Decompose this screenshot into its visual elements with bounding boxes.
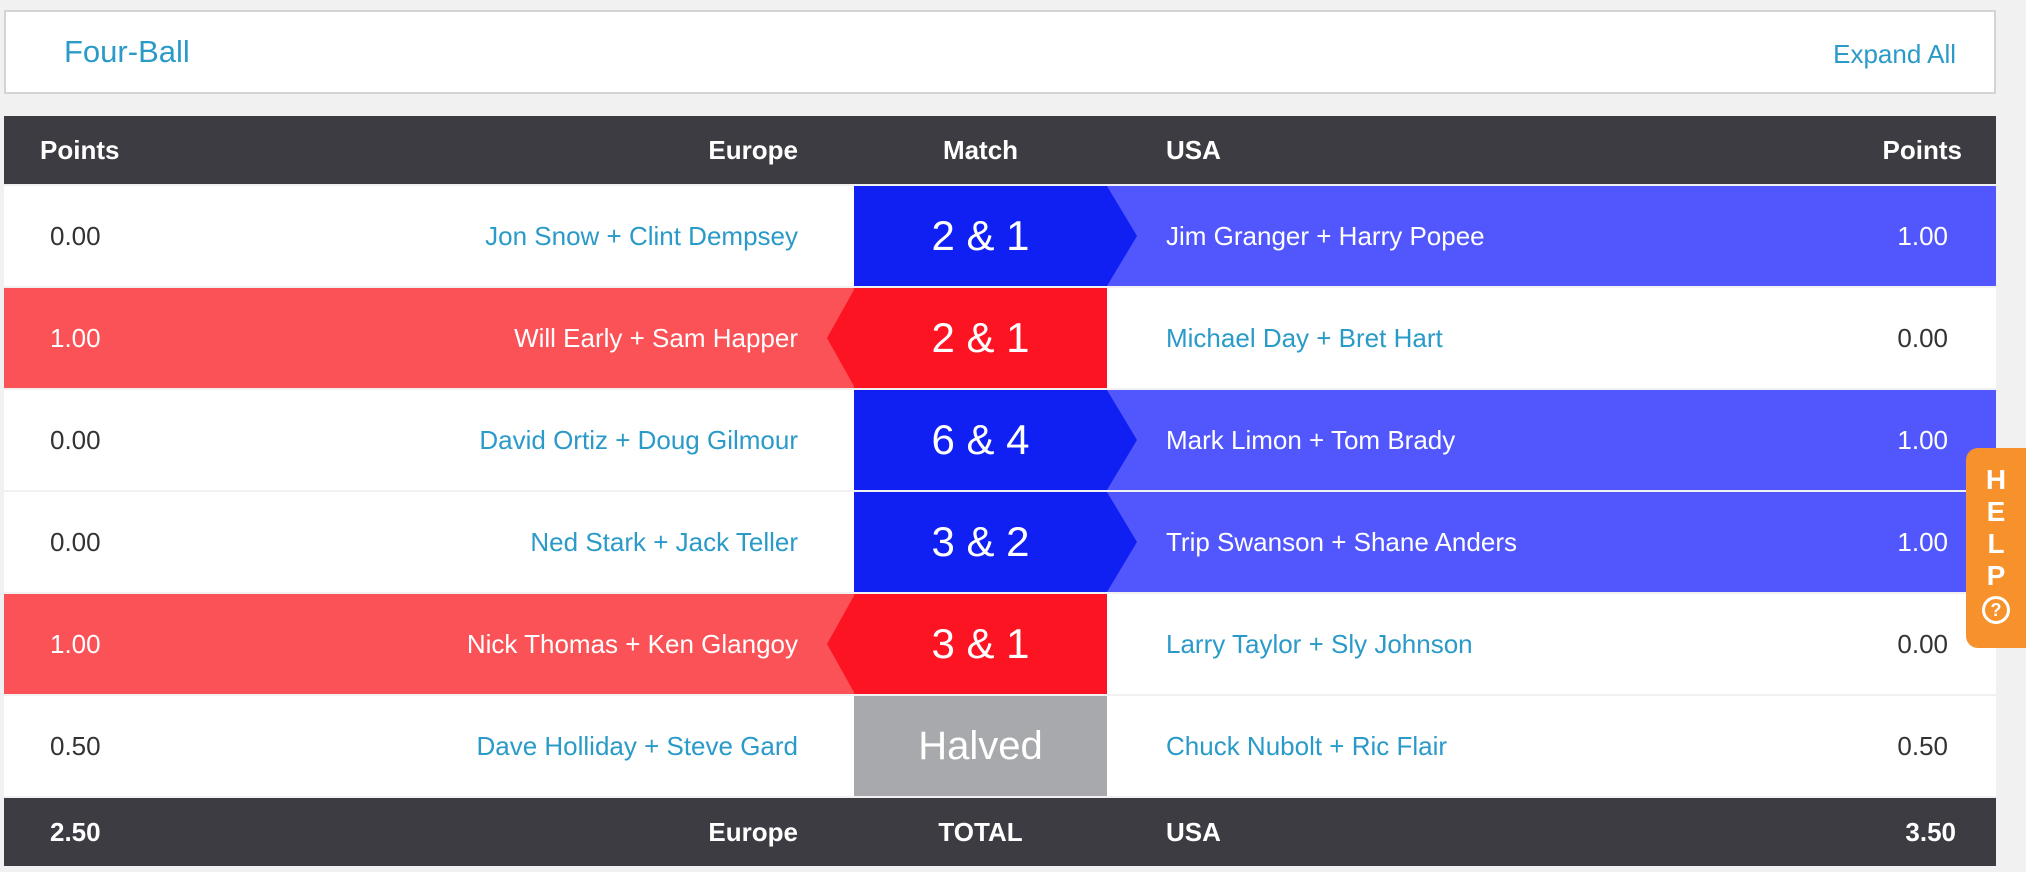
table-row[interactable]: 1.00 Nick Thomas + Ken Glangoy 3 & 1 Larry …: [4, 594, 1996, 694]
result-arrow-right: [1107, 492, 1137, 592]
usa-team-link[interactable]: Michael Day + Bret Hart: [1166, 322, 1443, 353]
europe-team-link[interactable]: David Ortiz + Doug Gilmour: [479, 424, 798, 455]
header-europe: Europe: [708, 134, 798, 165]
header-right-points: Points: [1882, 134, 1962, 165]
table-row[interactable]: 0.50 Dave Holliday + Steve Gard Halved Chuc…: [4, 696, 1996, 796]
header-left-points: Points: [40, 134, 120, 165]
europe-points: 0.00: [50, 220, 101, 251]
section-title: Four-Ball: [64, 34, 190, 69]
question-circle-icon: ?: [1982, 596, 2010, 624]
page-scrollbar[interactable]: [2000, 0, 2026, 872]
match-result: 3 & 2: [854, 492, 1107, 592]
europe-points: 1.00: [50, 628, 101, 659]
usa-points: 1.00: [1897, 526, 1948, 557]
table-row[interactable]: 1.00 Will Early + Sam Happer 2 & 1 Michael …: [4, 288, 1996, 388]
europe-team-link[interactable]: Nick Thomas + Ken Glangoy: [466, 628, 798, 659]
total-usa-points: 3.50: [1905, 816, 1956, 847]
total-label: TOTAL: [938, 816, 1023, 847]
usa-points: 0.00: [1897, 322, 1948, 353]
result-arrow-right: [1107, 186, 1137, 286]
table-row[interactable]: 0.00 Jon Snow + Clint Dempsey 2 & 1 Jim Gra…: [4, 186, 1996, 286]
usa-team-link[interactable]: Jim Granger + Harry Popee: [1166, 220, 1485, 251]
europe-points: 1.00: [50, 322, 101, 353]
europe-team-link[interactable]: Ned Stark + Jack Teller: [530, 526, 798, 557]
usa-team-link[interactable]: Larry Taylor + Sly Johnson: [1166, 628, 1473, 659]
table-row[interactable]: 0.00 Ned Stark + Jack Teller 3 & 2 Trip Swa…: [4, 492, 1996, 592]
usa-win-band: [1107, 186, 1996, 286]
section-header: Four-Ball Expand All: [4, 10, 1996, 94]
help-letter: P: [1986, 560, 2006, 591]
header-match: Match: [942, 134, 1019, 165]
usa-team-link[interactable]: Chuck Nubolt + Ric Flair: [1166, 730, 1448, 761]
expand-all-link[interactable]: Expand All: [1833, 39, 1956, 69]
match-result: 2 & 1: [854, 186, 1107, 286]
table-header: Points Europe Match USA Points: [4, 116, 1996, 184]
europe-win-band: [4, 594, 854, 694]
usa-points: 0.50: [1897, 730, 1948, 761]
match-result: 6 & 4: [854, 390, 1107, 490]
total-usa-label: USA: [1166, 816, 1221, 847]
help-letter: E: [1986, 496, 2006, 527]
help-letter: H: [1985, 464, 2007, 495]
usa-points: 1.00: [1897, 220, 1948, 251]
match-result: 3 & 1: [854, 594, 1107, 694]
total-europe-points: 2.50: [50, 816, 101, 847]
usa-win-band: [1107, 492, 1996, 592]
header-usa: USA: [1166, 134, 1221, 165]
europe-points: 0.00: [50, 424, 101, 455]
europe-team-link[interactable]: Jon Snow + Clint Dempsey: [485, 220, 798, 251]
help-letter: L: [1987, 528, 2005, 559]
match-scoreboard: Points Europe Match USA Points 0.00 Jon S…: [4, 116, 1996, 866]
total-europe-label: Europe: [708, 816, 798, 847]
table-row[interactable]: 0.00 David Ortiz + Doug Gilmour 6 & 4 Mark …: [4, 390, 1996, 490]
usa-team-link[interactable]: Mark Limon + Tom Brady: [1166, 424, 1456, 455]
result-arrow-right: [1107, 390, 1137, 490]
europe-points: 0.00: [50, 526, 101, 557]
usa-team-link[interactable]: Trip Swanson + Shane Anders: [1166, 526, 1517, 557]
europe-points: 0.50: [50, 730, 101, 761]
match-result: 2 & 1: [854, 288, 1107, 388]
result-arrow-left: [827, 288, 855, 388]
totals-row: 2.50 Europe TOTAL USA 3.50: [4, 798, 1996, 866]
usa-win-band: [1107, 390, 1996, 490]
europe-team-link[interactable]: Will Early + Sam Happer: [514, 322, 798, 353]
europe-win-band: [4, 288, 854, 388]
match-result: Halved: [854, 696, 1107, 796]
result-arrow-left: [827, 594, 855, 694]
usa-points: 0.00: [1897, 628, 1948, 659]
europe-team-link[interactable]: Dave Holliday + Steve Gard: [476, 730, 798, 761]
usa-points: 1.00: [1897, 424, 1948, 455]
match-rows: 0.00 Jon Snow + Clint Dempsey 2 & 1 Jim Gra…: [4, 186, 1996, 796]
